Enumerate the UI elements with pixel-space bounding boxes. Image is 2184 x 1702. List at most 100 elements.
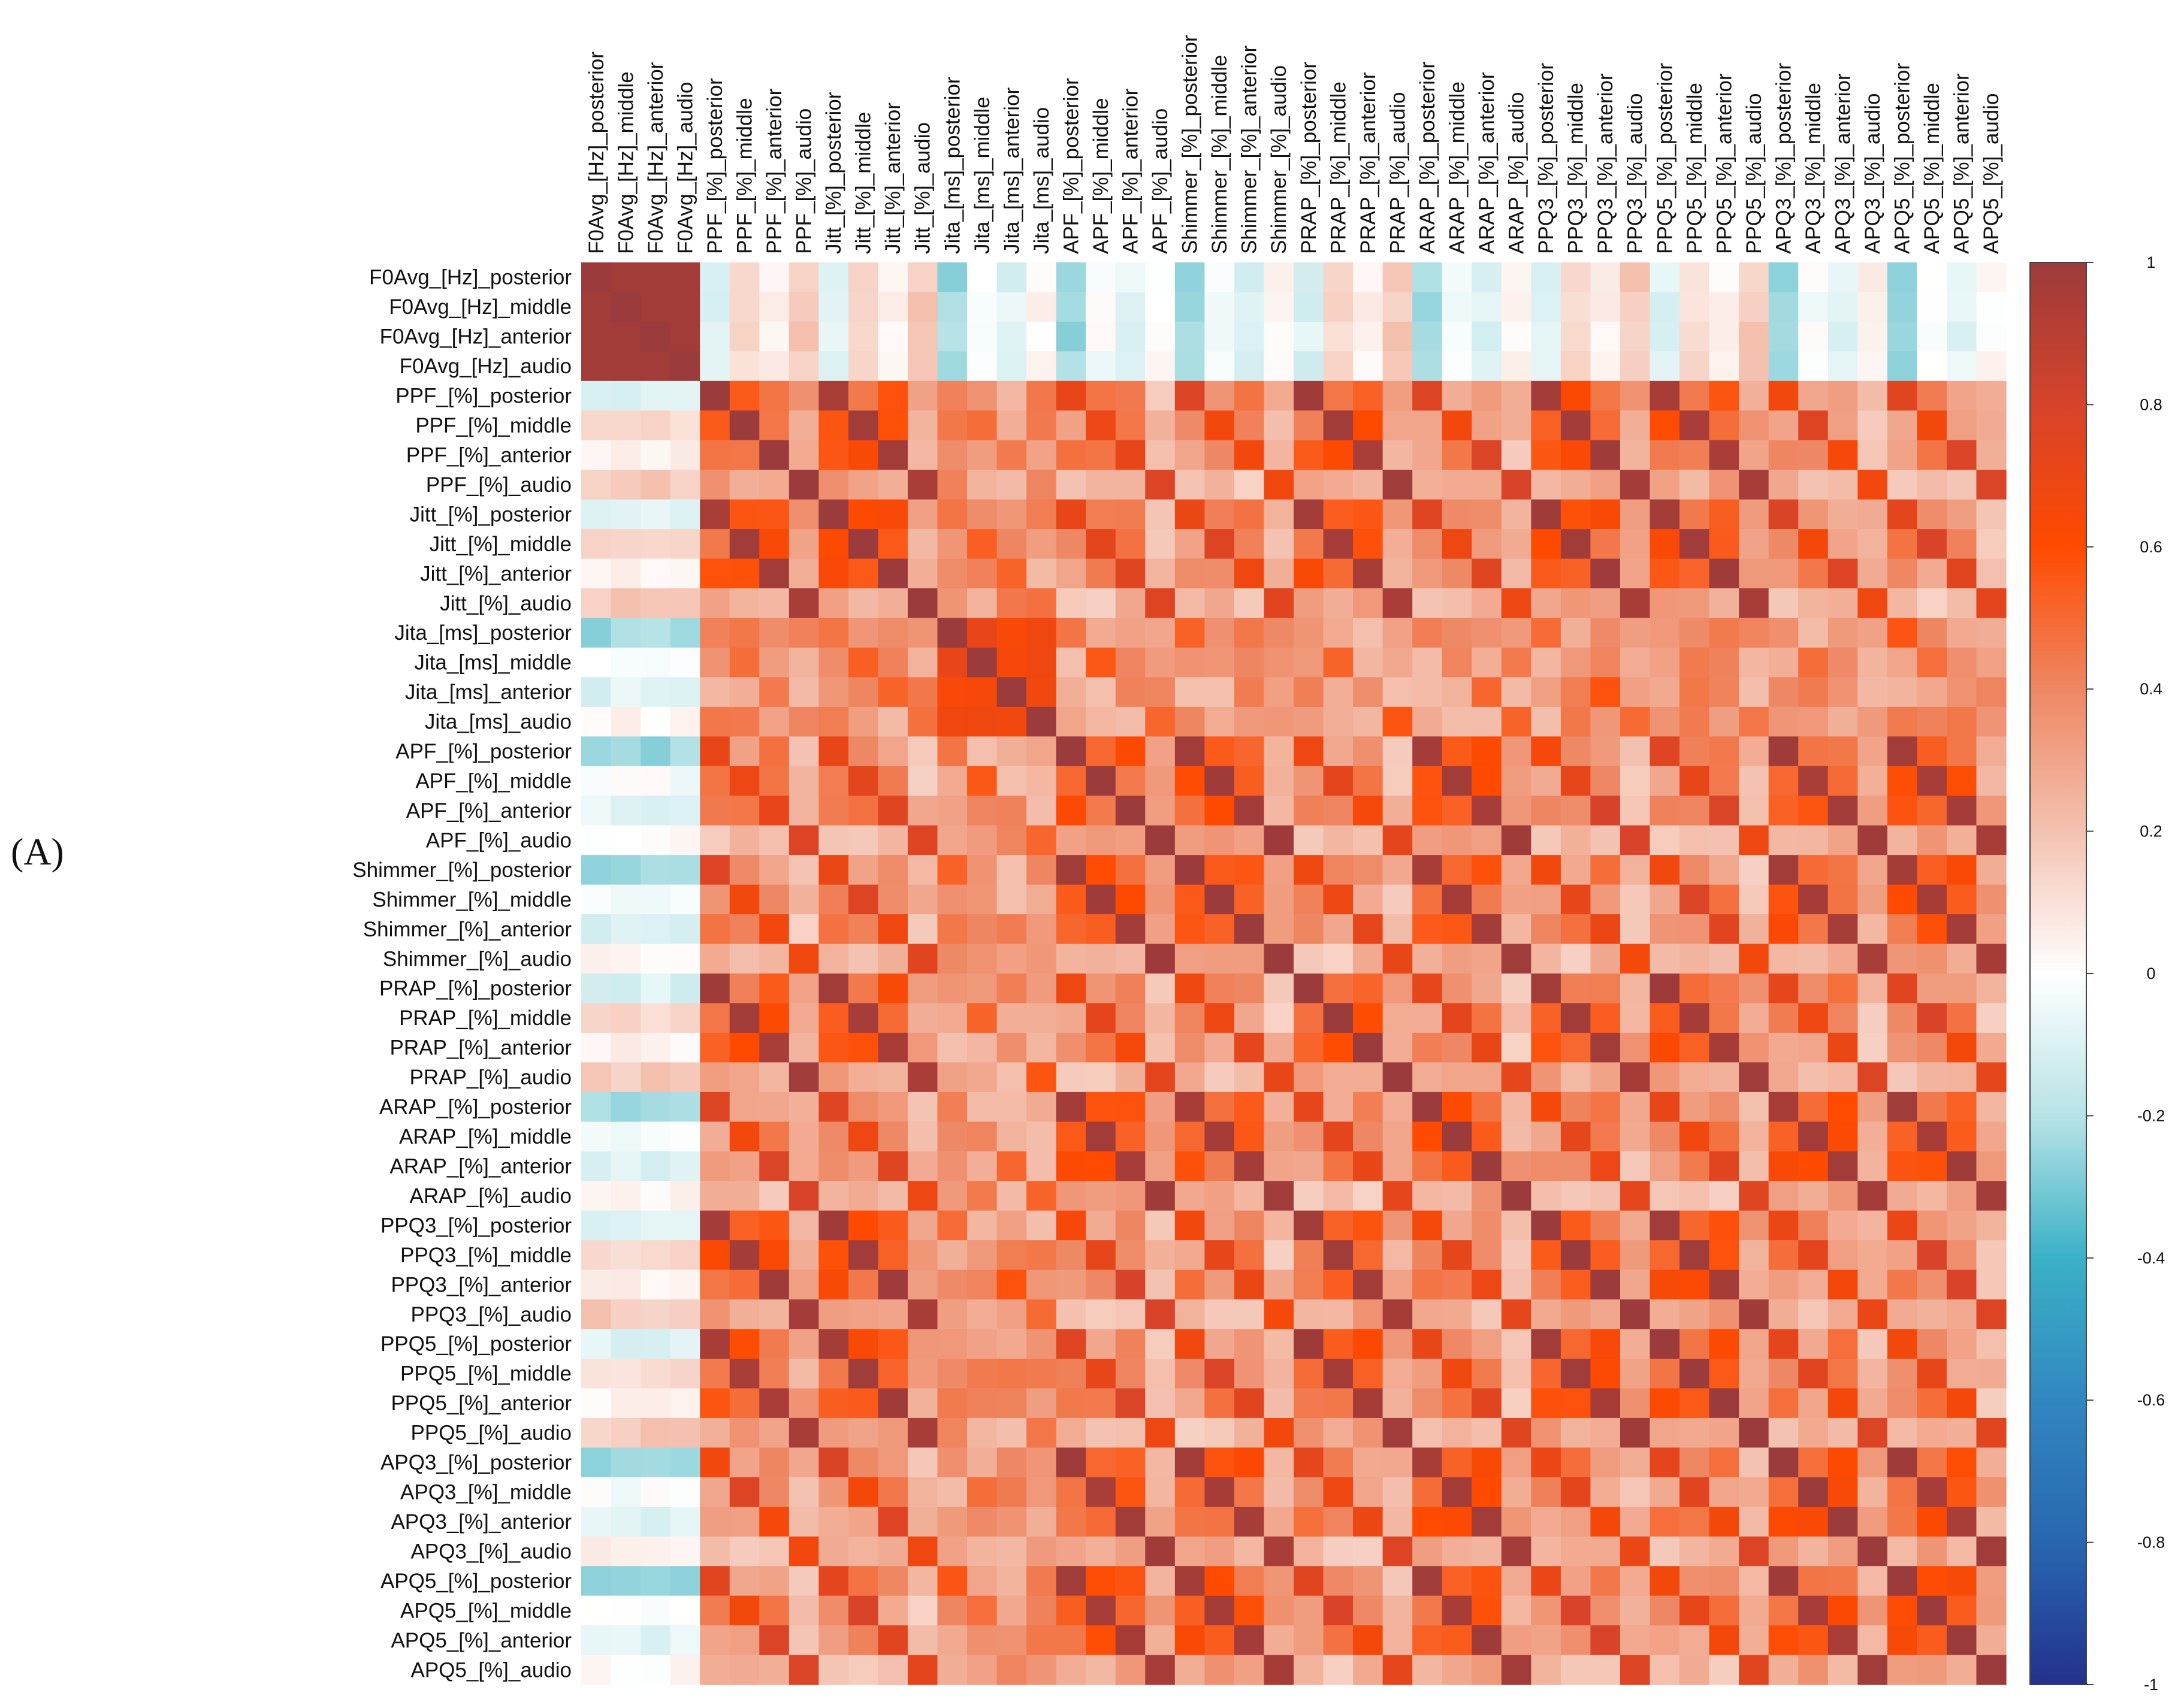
heatmap-cell: [1531, 914, 1561, 945]
heatmap-cell: [1086, 440, 1116, 470]
heatmap-cell: [1590, 1477, 1621, 1507]
heatmap-cell: [581, 1625, 612, 1656]
heatmap-cell: [1086, 292, 1116, 322]
heatmap-cell: [907, 1536, 938, 1567]
heatmap-cell: [996, 1032, 1027, 1063]
heatmap-cell: [1560, 1092, 1591, 1122]
heatmap-cell: [1857, 1595, 1888, 1626]
heatmap-cell: [1412, 1092, 1443, 1122]
heatmap-cell: [1115, 1388, 1146, 1419]
heatmap-cell: [1442, 529, 1472, 560]
row-label: APQ5_[%]_anterior: [391, 1629, 572, 1652]
heatmap-cell: [1857, 1447, 1888, 1478]
column-label: PPQ5_[%]_anterior: [1712, 73, 1736, 254]
heatmap-cell: [1857, 647, 1888, 678]
heatmap-cell: [967, 1210, 998, 1241]
heatmap-cell: [1887, 1388, 1917, 1419]
heatmap-cell: [1353, 1003, 1383, 1033]
heatmap-cell: [1650, 1595, 1680, 1626]
heatmap-cell: [1353, 1595, 1383, 1626]
heatmap-cell: [1976, 1032, 2007, 1063]
heatmap-cell: [1798, 914, 1829, 945]
heatmap-cell: [1115, 380, 1146, 411]
heatmap-cell: [1412, 1329, 1443, 1359]
heatmap-cell: [759, 1625, 790, 1656]
heatmap-cell: [1323, 262, 1354, 293]
heatmap-cell: [1382, 410, 1413, 441]
heatmap-cell: [1026, 1388, 1057, 1419]
heatmap-cell: [700, 558, 730, 589]
heatmap-cell: [1323, 825, 1354, 855]
heatmap-cell: [1739, 1181, 1769, 1211]
heatmap-cell: [1026, 1062, 1057, 1093]
heatmap-cell: [1739, 1536, 1769, 1567]
heatmap-cell: [1472, 825, 1502, 855]
heatmap-cell: [818, 706, 849, 737]
heatmap-cell: [907, 292, 938, 322]
heatmap-cell: [1026, 410, 1057, 441]
heatmap-cell: [641, 1625, 671, 1656]
heatmap-cell: [1620, 1269, 1651, 1300]
heatmap-cell: [1560, 1240, 1591, 1271]
heatmap-cell: [1709, 914, 1739, 945]
heatmap-cell: [1739, 825, 1769, 855]
heatmap-cell: [1917, 736, 1947, 767]
heatmap-cell: [1086, 706, 1116, 737]
heatmap-cell: [1204, 1358, 1235, 1389]
heatmap-cell: [1026, 1536, 1057, 1567]
heatmap-cell: [878, 766, 908, 796]
heatmap-cell: [1857, 1181, 1888, 1211]
heatmap-cell: [1857, 321, 1888, 352]
heatmap-cell: [611, 736, 641, 767]
row-label: PPQ5_[%]_audio: [410, 1422, 572, 1445]
heatmap-cell: [1442, 944, 1472, 974]
heatmap-cell: [1650, 1003, 1680, 1033]
heatmap-cell: [848, 588, 879, 619]
heatmap-cell: [1353, 1240, 1383, 1271]
heatmap-cell: [670, 499, 700, 530]
heatmap-cell: [1115, 1477, 1146, 1507]
heatmap-cell: [1442, 618, 1472, 648]
heatmap-cell: [1827, 706, 1858, 737]
heatmap-cell: [1768, 1566, 1799, 1597]
column-label: F0Avg_[Hz]_posterior: [585, 52, 608, 254]
heatmap-cell: [729, 351, 760, 382]
heatmap-cell: [1323, 706, 1354, 737]
heatmap-cell: [996, 766, 1027, 796]
heatmap-cell: [1174, 321, 1205, 352]
heatmap-cell: [729, 1121, 760, 1152]
heatmap-cell: [641, 855, 671, 885]
heatmap-cell: [1026, 1092, 1057, 1122]
heatmap-cell: [1086, 1003, 1116, 1033]
heatmap-cell: [1086, 1447, 1116, 1478]
heatmap-cell: [729, 410, 760, 441]
heatmap-cell: [1234, 1121, 1265, 1152]
heatmap-cell: [1056, 1388, 1086, 1419]
heatmap-cell: [907, 1447, 938, 1478]
heatmap-cell: [700, 1388, 730, 1419]
heatmap-cell: [1501, 1151, 1531, 1181]
heatmap-cell: [641, 944, 671, 974]
heatmap-cell: [1026, 618, 1057, 648]
row-labels: F0Avg_[Hz]_posteriorF0Avg_[Hz]_middleF0A…: [352, 266, 572, 1682]
heatmap-cell: [996, 1003, 1027, 1033]
heatmap-cell: [1798, 1388, 1829, 1419]
heatmap-cell: [581, 647, 612, 678]
heatmap-cell: [1145, 1595, 1176, 1626]
heatmap-cell: [967, 1299, 998, 1330]
heatmap-cell: [611, 1210, 641, 1241]
heatmap-cell: [1827, 647, 1858, 678]
heatmap-cell: [1234, 351, 1265, 382]
heatmap-cell: [1204, 558, 1235, 589]
heatmap-cell: [759, 1388, 790, 1419]
heatmap-cell: [1620, 1417, 1651, 1448]
heatmap-cell: [1501, 292, 1531, 322]
heatmap-cell: [1086, 796, 1116, 826]
heatmap-cell: [848, 944, 879, 974]
heatmap-cell: [1709, 1299, 1739, 1330]
heatmap-cell: [1976, 1388, 2007, 1419]
heatmap-cell: [1294, 440, 1324, 470]
heatmap-cell: [789, 1447, 819, 1478]
heatmap-cell: [611, 677, 641, 708]
heatmap-cell: [670, 1240, 700, 1271]
